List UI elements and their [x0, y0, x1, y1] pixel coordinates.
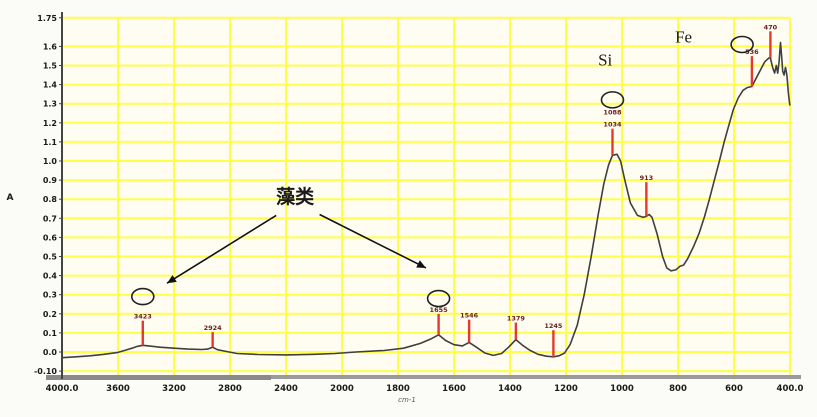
- x-tick-label: 1600: [442, 384, 466, 394]
- y-tick-label: 0.8: [43, 195, 58, 204]
- x-tick-label: 1000: [610, 384, 634, 394]
- y-tick-label: -0.10: [34, 367, 57, 376]
- y-tick-label: 0.6: [43, 233, 58, 242]
- y-tick-label: 0.0: [43, 348, 58, 357]
- y-tick-label: 0.2: [43, 310, 57, 319]
- peak-label-1379: 1379: [507, 315, 526, 323]
- x-axis-bar-left-segment: [46, 375, 271, 380]
- y-tick-label: 0.1: [43, 329, 58, 338]
- peak-label-1245: 1245: [544, 322, 563, 330]
- x-tick-label: 3600: [106, 384, 130, 394]
- y-tick-label: 1.0: [43, 157, 58, 166]
- annotation-Si: Si: [598, 51, 612, 70]
- peak-label-3423: 3423: [134, 313, 152, 321]
- y-tick-label: 1.6: [43, 42, 58, 51]
- y-tick-label: 0.4: [43, 272, 58, 281]
- y-tick-label: 0.9: [43, 176, 58, 185]
- x-tick-label: 600: [725, 384, 743, 394]
- plot-background: [62, 18, 790, 376]
- algae-peak-circle-3423: [130, 287, 155, 306]
- x-tick-label: 1200: [554, 384, 578, 394]
- y-tick-label: 1.1: [43, 138, 58, 147]
- x-axis-unit-label: cm-1: [398, 396, 416, 404]
- x-tick-label: 2800: [218, 384, 242, 394]
- x-tick-label: 2000: [330, 384, 354, 394]
- peak-label-1088: 1088: [603, 108, 622, 116]
- absorbance-curve: [61, 41, 791, 359]
- y-tick-label: 1.2: [43, 119, 57, 128]
- annotation-arrow-0: [166, 214, 277, 284]
- peak-label-536: 536: [745, 48, 759, 56]
- y-tick-label: 1.5: [43, 62, 58, 71]
- peak-label-1034: 1034: [603, 121, 622, 129]
- x-tick-label: 4000.0: [46, 384, 79, 394]
- x-tick-label: 1400: [498, 384, 522, 394]
- y-tick-label: 0.5: [43, 253, 58, 262]
- annotation-arrowhead-0: [167, 275, 177, 284]
- peak-label-470: 470: [764, 23, 778, 31]
- annotation-arrow-1: [319, 213, 427, 269]
- y-tick-label: 1.75: [37, 14, 57, 23]
- y-tick-label: 0.7: [43, 214, 57, 223]
- y-tick-label: 1.4: [43, 81, 58, 90]
- annotation-藻类: 藻类: [276, 185, 314, 208]
- peak-label-1546: 1546: [460, 312, 479, 320]
- x-tick-label: 400.0: [777, 384, 804, 394]
- y-tick-label: 0.3: [43, 291, 57, 300]
- y-axis-title: A: [7, 193, 14, 203]
- annotation-arrowhead-1: [416, 260, 426, 268]
- algae-peak-circle-1655: [426, 289, 451, 308]
- x-tick-label: 3200: [162, 384, 186, 394]
- x-tick-label: 1800: [386, 384, 410, 394]
- y-tick-label: 1.3: [43, 100, 57, 109]
- peak-label-1655: 1655: [430, 306, 449, 314]
- peak-label-2924: 2924: [204, 324, 223, 332]
- x-tick-label: 800: [669, 384, 687, 394]
- si-peak-circle: [600, 91, 625, 109]
- x-tick-label: 2400: [274, 384, 298, 394]
- x-axis-bar: [46, 375, 801, 379]
- peak-label-913: 913: [640, 174, 654, 182]
- fe-peak-circle: [730, 35, 754, 54]
- annotation-Fe: Fe: [675, 28, 692, 47]
